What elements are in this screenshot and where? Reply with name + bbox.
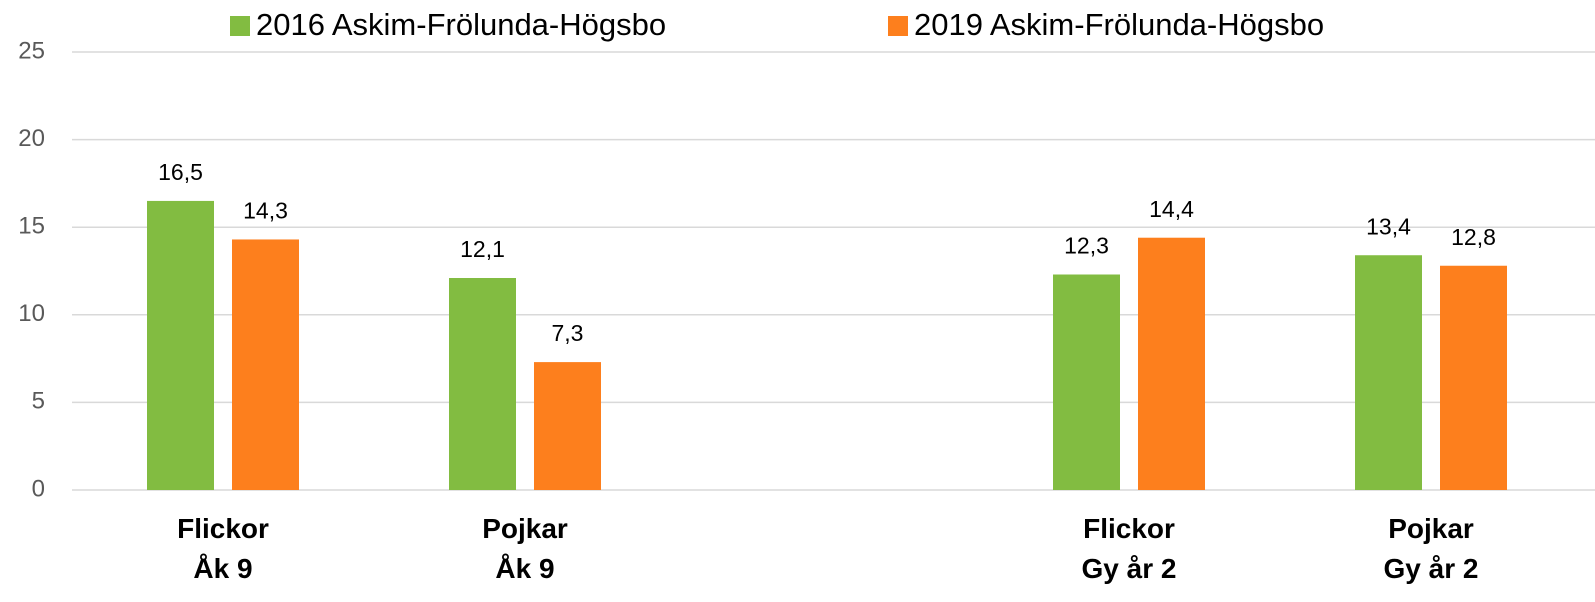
x-tick-label: Pojkar Gy år 2 [1384, 513, 1479, 584]
x-tick-label: Flickor Åk 9 [177, 513, 269, 584]
bar [1053, 274, 1120, 490]
x-tick-label: Flickor Gy år 2 [1082, 513, 1177, 584]
value-label: 14,3 [243, 198, 288, 224]
value-label: 14,4 [1149, 196, 1194, 222]
bar [1440, 265, 1507, 490]
value-label: 13,4 [1366, 213, 1411, 239]
legend-swatch [888, 16, 908, 36]
value-label: 12,1 [460, 236, 505, 262]
bar [232, 239, 299, 490]
bar [1138, 237, 1205, 490]
y-tick-label: 0 [32, 475, 45, 502]
bar [1355, 255, 1422, 490]
bar [147, 200, 214, 491]
value-label: 12,8 [1451, 224, 1496, 250]
value-label: 16,5 [158, 159, 203, 185]
x-tick-label: Pojkar Åk 9 [482, 513, 568, 584]
y-tick-label: 5 [32, 388, 45, 415]
legend-label: 2016 Askim-Frölunda-Högsbo [256, 7, 666, 42]
value-label: 12,3 [1064, 233, 1109, 259]
y-tick-label: 15 [18, 213, 45, 240]
legend-swatch [230, 16, 250, 36]
y-tick-label: 20 [18, 125, 45, 152]
bar [534, 362, 601, 490]
value-label: 7,3 [552, 320, 584, 346]
legend-label: 2019 Askim-Frölunda-Högsbo [914, 7, 1324, 42]
y-tick-label: 25 [18, 37, 45, 64]
bar [449, 278, 516, 490]
y-tick-label: 10 [18, 300, 45, 327]
